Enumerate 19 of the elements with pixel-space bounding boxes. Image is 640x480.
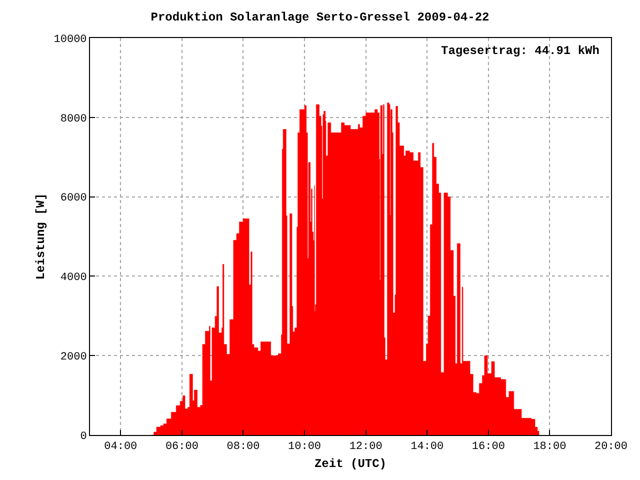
y-tick-label: 6000 [60, 192, 87, 205]
x-tick-label: 14:00 [410, 441, 444, 454]
y-tick-label: 10000 [54, 34, 87, 46]
x-tick-label: 18:00 [533, 441, 566, 454]
y-tick-label: 2000 [60, 351, 87, 364]
x-axis-title: Zeit (UTC) [314, 457, 387, 472]
chart-title: Produktion Solaranlage Serto-Gressel 2009-04-22 [150, 10, 490, 24]
y-axis-title: Leistung [W] [34, 193, 48, 280]
x-tick-label: 08:00 [226, 441, 260, 454]
annotation: Tagesertrag: 44.91 kWh [441, 44, 600, 58]
y-tick-label: 4000 [60, 272, 87, 284]
x-tick-label: 12:00 [349, 441, 382, 454]
x-tick-label: 10:00 [288, 441, 322, 454]
x-tick-label: 04:00 [104, 441, 138, 454]
y-tick-label: 0 [80, 430, 87, 443]
y-tick-label: 8000 [60, 113, 87, 126]
x-tick-label: 16:00 [472, 441, 505, 454]
x-tick-label: 06:00 [165, 441, 198, 454]
x-tick-label: 20:00 [594, 441, 628, 454]
